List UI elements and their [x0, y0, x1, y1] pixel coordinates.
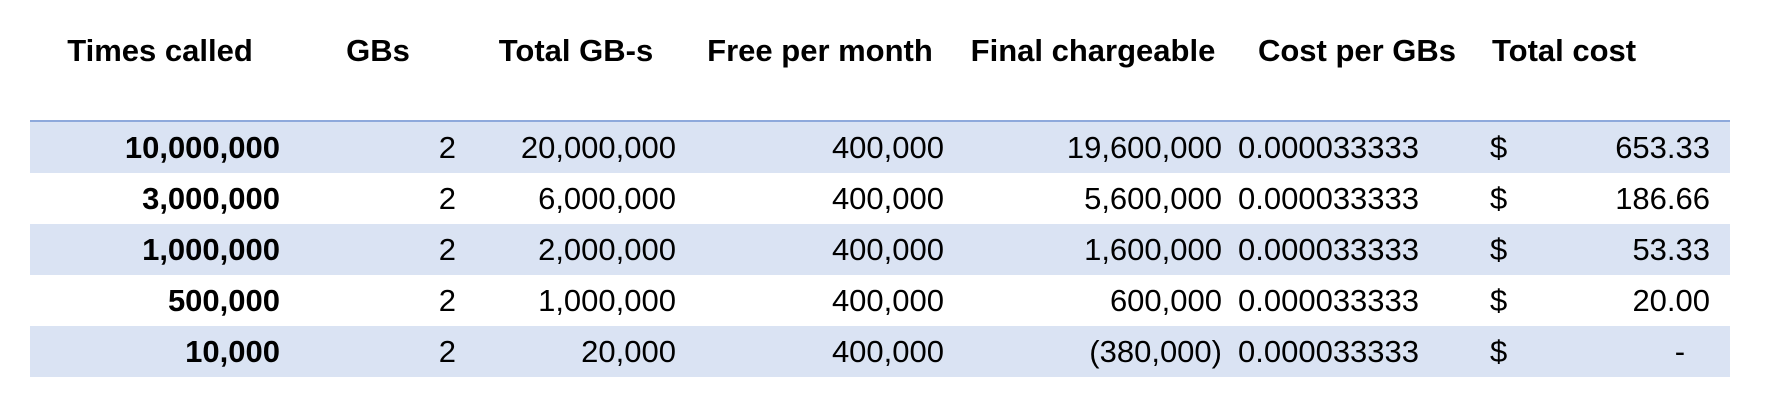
cell-currency-symbol[interactable]: $: [1482, 224, 1526, 275]
cell-free-per-month[interactable]: 400,000: [686, 224, 954, 275]
cell-free-per-month[interactable]: 400,000: [831, 181, 944, 216]
cell-total-cost[interactable]: 186.66: [1615, 181, 1711, 216]
cell-free-per-month[interactable]: 400,000: [686, 121, 954, 173]
cell-times-called[interactable]: 3,000,000: [142, 181, 280, 216]
cell-cost-per-gbs[interactable]: 0.000033333: [1232, 326, 1482, 377]
cell-currency-symbol[interactable]: $: [1490, 181, 1508, 216]
cell-free-per-month[interactable]: 400,000: [686, 326, 954, 377]
cell-cost-per-gbs[interactable]: 0.000033333: [1238, 283, 1420, 318]
cell-cost-per-gbs[interactable]: 0.000033333: [1232, 121, 1482, 173]
cell-final-chargeable[interactable]: 1,600,000: [954, 224, 1232, 275]
cell-gbs[interactable]: 2: [438, 181, 456, 216]
cell-gbs[interactable]: 2: [438, 283, 456, 318]
header-total-cost[interactable]: Total cost: [1482, 28, 1731, 122]
cell-gbs[interactable]: 2: [290, 224, 466, 275]
cell-gbs[interactable]: 2: [290, 121, 466, 173]
header-free-per-month[interactable]: Free per month: [686, 28, 954, 122]
cell-currency-symbol[interactable]: $: [1482, 121, 1526, 173]
cell-free-per-month[interactable]: 400,000: [831, 283, 944, 318]
cell-total-gbs[interactable]: 2,000,000: [466, 224, 686, 275]
cell-total-cost[interactable]: 20.00: [1632, 283, 1711, 318]
cell-total-gbs[interactable]: 1,000,000: [538, 283, 676, 318]
table-row: 3,000,000 2 6,000,000 400,000 5,600,000 …: [30, 173, 1730, 224]
header-total-gbs[interactable]: Total GB-s: [466, 28, 686, 122]
cell-total-gbs[interactable]: 20,000,000: [466, 121, 686, 173]
header-gbs[interactable]: GBs: [290, 28, 466, 122]
cell-total-cost[interactable]: 653.33: [1526, 121, 1731, 173]
table-row: 1,000,000 2 2,000,000 400,000 1,600,000 …: [30, 224, 1731, 275]
cell-total-gbs[interactable]: 6,000,000: [538, 181, 676, 216]
header-times-called[interactable]: Times called: [30, 28, 290, 122]
header-cost-per-gbs[interactable]: Cost per GBs: [1232, 28, 1482, 122]
header-row: Times called GBs Total GB-s Free per mon…: [30, 28, 1731, 122]
cell-cost-per-gbs[interactable]: 0.000033333: [1232, 224, 1482, 275]
cell-times-called[interactable]: 10,000: [30, 326, 290, 377]
header-final-chargeable[interactable]: Final chargeable: [954, 28, 1232, 122]
cell-times-called[interactable]: 10,000,000: [30, 121, 290, 173]
cost-table: Times called GBs Total GB-s Free per mon…: [30, 28, 1731, 377]
table-row: 10,000 2 20,000 400,000 (380,000) 0.0000…: [30, 326, 1731, 377]
cell-times-called[interactable]: 500,000: [167, 283, 280, 318]
spreadsheet-range: Times called GBs Total GB-s Free per mon…: [30, 28, 1731, 377]
cell-currency-symbol[interactable]: $: [1490, 283, 1508, 318]
cell-currency-symbol[interactable]: $: [1482, 326, 1526, 377]
cell-total-cost[interactable]: 53.33: [1526, 224, 1731, 275]
cell-total-cost[interactable]: -: [1526, 326, 1731, 377]
cell-total-gbs[interactable]: 20,000: [466, 326, 686, 377]
cell-final-chargeable[interactable]: 5,600,000: [1084, 181, 1222, 216]
cell-times-called[interactable]: 1,000,000: [30, 224, 290, 275]
table-row: 500,000 2 1,000,000 400,000 600,000 0.00…: [30, 275, 1730, 326]
cell-cost-per-gbs[interactable]: 0.000033333: [1238, 181, 1420, 216]
cell-gbs[interactable]: 2: [290, 326, 466, 377]
cell-final-chargeable[interactable]: 600,000: [1109, 283, 1222, 318]
table-row: 10,000,000 2 20,000,000 400,000 19,600,0…: [30, 121, 1731, 173]
cell-final-chargeable[interactable]: 19,600,000: [954, 121, 1232, 173]
cell-final-chargeable[interactable]: (380,000): [954, 326, 1232, 377]
